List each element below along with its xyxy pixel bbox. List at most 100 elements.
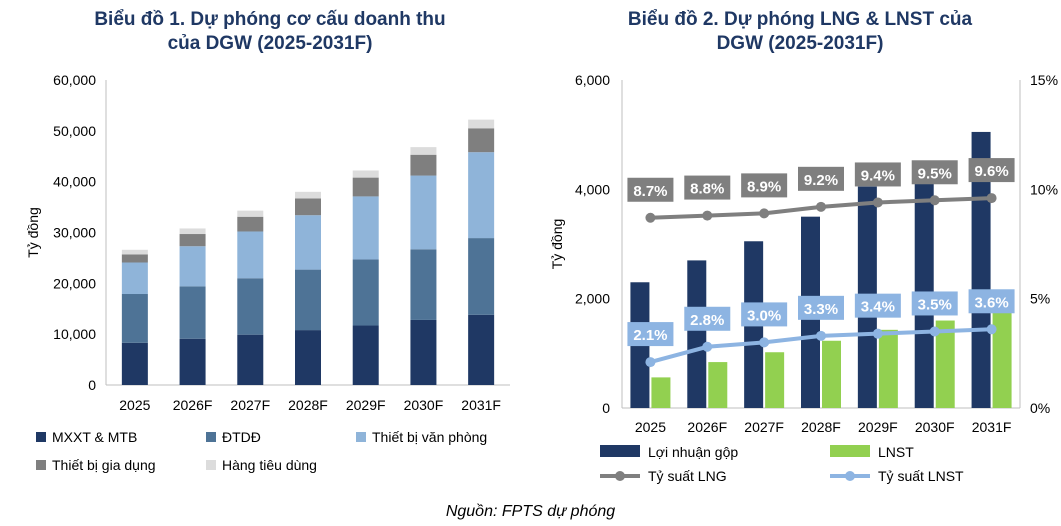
chart1-xtick-label: 2027F [230,397,270,413]
chart2-legend-marker [845,471,855,481]
chart1-title: Biểu đồ 1. Dự phóng cơ cấu doanh thu của… [40,8,500,56]
chart1-xtick-label: 2028F [288,397,328,413]
chart1-bar-segment [468,238,495,315]
chart1-bar-segment [121,249,148,255]
chart2-data-label: 8.9% [747,178,781,195]
chart2-bar [992,309,1012,408]
chart2-line-point [759,337,770,348]
chart2-data-label-box [854,293,901,318]
chart1-bar-segment [237,231,264,279]
chart1-legend-swatch [206,432,216,442]
chart1-legend-label: Thiết bị văn phòng [372,429,487,445]
chart1-bar-segment [352,177,379,197]
chart1-legend-label: MXXT & MTB [52,429,137,445]
chart1-bar-segment [468,119,495,129]
chart2-y2tick-label: 0% [1030,400,1050,416]
chart2-xtick-label: 2030F [915,419,955,435]
chart2-legend-label: LNST [878,444,914,460]
chart2-bar [765,352,785,408]
chart1-bar-segment [121,342,148,385]
chart2-line-point [816,201,826,212]
chart2-data-label: 9.4% [861,167,895,184]
chart2-xtick-label: 2029F [858,419,898,435]
chart2-data-label-box [798,295,844,320]
chart2-data-label-box [854,162,901,187]
chart1-bar-segment [410,154,437,176]
chart1-xtick-label: 2025 [119,397,150,413]
chart1-legend-swatch [206,460,216,470]
chart1-ytick-label: 60,000 [53,72,96,88]
chart1-bar-segment [179,338,206,385]
chart1-ylabel: Tỷ đồng [25,207,41,258]
chart2-line-point [929,195,940,206]
chart1-xtick-label: 2030F [404,397,444,413]
chart2-data-label-box [798,166,844,191]
chart1-bar-segment [121,294,148,343]
chart1-bar-segment [237,216,264,232]
chart1-bar-segment [410,147,437,155]
chart1-bar-segment [410,249,437,320]
chart2-line-point [929,326,940,337]
chart1-xtick-label: 2026F [173,397,213,413]
chart2-title-line2: DGW (2025-2031F) [716,33,884,54]
chart2-data-label: 9.5% [918,165,952,182]
chart2-data-label: 2.8% [690,312,724,329]
chart1-xtick-label: 2031F [461,397,501,413]
chart2-xtick-label: 2026F [687,419,727,435]
chart2-y2tick-label: 5% [1030,291,1050,307]
chart2-bar [935,320,955,408]
chart2-legend-label: Tỷ suất LNST [878,468,964,484]
chart1-bar-segment [179,246,206,287]
chart2-ytick-label: 0 [602,400,610,416]
chart2-line-point [645,357,656,368]
chart1-legend-swatch [36,432,46,442]
chart2-bar [971,131,991,408]
chart2-title-line1: Biểu đồ 2. Dự phóng LNG & LNST của [627,9,973,30]
chart1-bar-segment [179,228,206,235]
chart2-line-point [759,208,770,219]
chart1-ytick-label: 0 [88,377,96,393]
chart2-data-label-box [627,177,674,202]
chart2-data-label-box [741,173,788,198]
chart1-ytick-label: 30,000 [53,225,96,241]
chart1-title-line1: Biểu đồ 1. Dự phóng cơ cấu doanh thu [94,9,446,30]
chart2-legend-swatch [600,445,640,457]
chart2-line-point [816,330,826,341]
chart2-legend-label: Lợi nhuận gộp [648,444,738,460]
chart1-bar-segment [352,170,379,178]
chart1-ytick-label: 40,000 [53,174,96,190]
chart1-bar-segment [295,330,321,385]
chart2-legend-label: Tỷ suất LNG [648,468,727,484]
chart2-xtick-label: 2027F [744,419,784,435]
chart2-bar [878,329,898,408]
chart1-legend-swatch [36,460,46,470]
chart1-legend-label: Thiết bị gia dụng [52,457,156,473]
chart2-legend-swatch [830,445,870,457]
chart1-bar-segment [352,325,379,385]
chart2-title: Biểu đồ 2. Dự phóng LNG & LNST của DGW (… [560,8,1040,56]
chart1-bar-segment [468,128,495,153]
chart2-data-label-box [911,160,958,185]
chart2-line-point [702,210,713,221]
chart2-xtick-label: 2025 [635,419,666,435]
chart1-title-line2: của DGW (2025-2031F) [167,33,373,54]
chart2-data-label-box [684,306,731,331]
chart1-legend-swatch [356,432,366,442]
chart2-legend-marker [615,471,625,481]
chart2-bar [651,377,671,408]
chart2-data-label-box [741,302,788,327]
chart1-ytick-label: 50,000 [53,123,96,139]
chart1-bar-segment [121,254,148,263]
chart1-bar-segment [410,319,437,385]
chart2-data-label: 9.2% [804,172,838,189]
chart2-bar [914,164,934,408]
chart2-line-point [702,341,713,352]
chart2-ytick-label: 2,000 [575,291,610,307]
chart1-bar-segment [179,234,206,247]
chart2-data-label-box [968,158,1015,183]
chart2-bar [687,260,707,408]
chart1-bar-segment [295,269,321,331]
chart2-y2tick-label: 10% [1030,181,1058,197]
chart2-data-label: 3.4% [861,299,895,316]
chart1-ytick-label: 10,000 [53,326,96,342]
